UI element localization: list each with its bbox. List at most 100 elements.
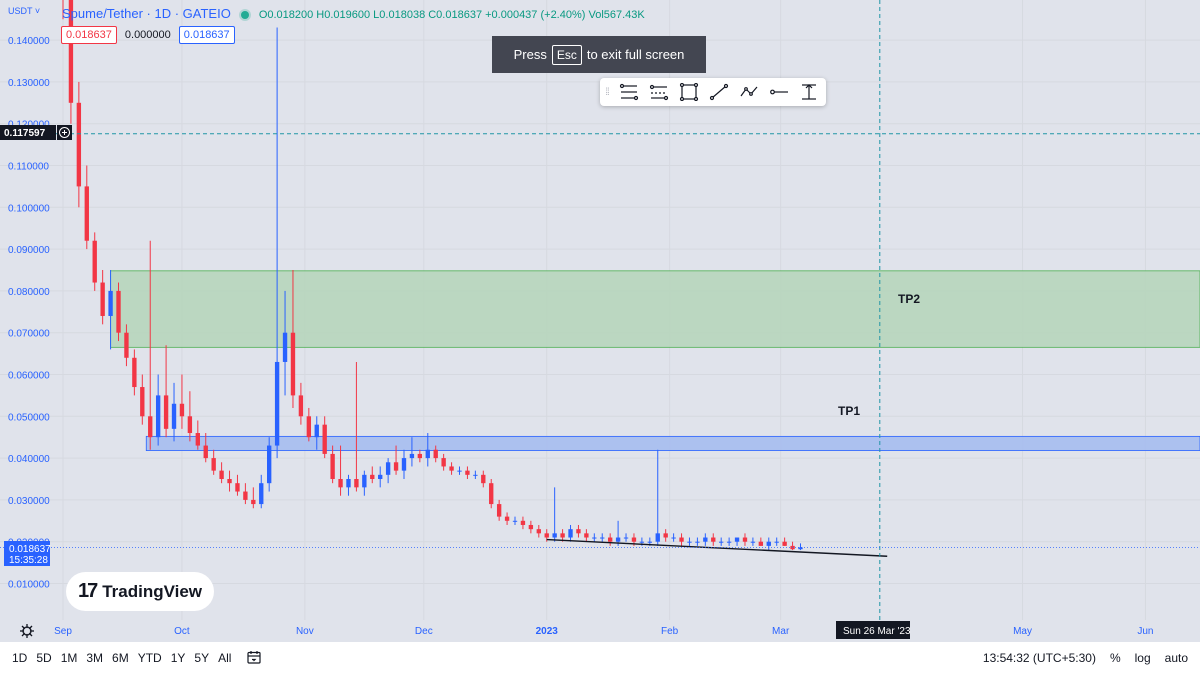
candle xyxy=(425,433,430,467)
drag-handle-icon[interactable]: ⁞⁞ xyxy=(605,86,610,98)
candle-body xyxy=(171,403,177,429)
candle xyxy=(615,520,621,546)
candle xyxy=(243,483,248,505)
candle-body xyxy=(92,240,97,283)
candle-body xyxy=(148,416,153,438)
crosshair-price-label-bg xyxy=(0,125,56,140)
candle-body xyxy=(584,533,589,538)
rectangle-icon[interactable] xyxy=(674,78,704,106)
last-price-label: 0.018637 xyxy=(9,544,51,555)
market-open-icon xyxy=(240,10,249,19)
candle xyxy=(449,462,454,475)
candle xyxy=(385,458,391,484)
auto-scale-toggle[interactable]: auto xyxy=(1164,651,1188,665)
candle-body xyxy=(259,483,264,505)
period-button-5d[interactable]: 5D xyxy=(36,651,52,665)
candle xyxy=(774,537,779,546)
candle xyxy=(84,165,89,250)
last-price-label-bg xyxy=(4,541,50,566)
tradingview-logo[interactable]: 17 TradingView xyxy=(66,572,214,611)
chart-settings-icon[interactable] xyxy=(20,624,34,638)
time-tick-label: Oct xyxy=(174,626,190,637)
candle-body xyxy=(68,0,74,103)
candle-body xyxy=(132,357,137,388)
sell-price-button[interactable]: 0.018637 xyxy=(61,26,117,44)
period-button-1d[interactable]: 1D xyxy=(12,651,28,665)
tp1-label: TP1 xyxy=(838,404,860,418)
candle-body xyxy=(330,453,335,479)
candle xyxy=(782,537,787,546)
period-button-ytd[interactable]: YTD xyxy=(137,651,162,665)
timezone-clock[interactable]: 13:54:32 (UTC+5:30) xyxy=(982,651,1096,665)
candle-body xyxy=(600,537,605,539)
period-button-6m[interactable]: 6M xyxy=(112,651,129,665)
spread-value: 0.000000 xyxy=(124,29,171,41)
log-scale-toggle[interactable]: log xyxy=(1134,651,1151,665)
candle xyxy=(378,466,383,488)
period-button-1y[interactable]: 1Y xyxy=(170,651,186,665)
quote-buttons: 0.018637 0.000000 0.018637 xyxy=(61,26,239,44)
candle-body xyxy=(774,541,779,543)
candle xyxy=(671,533,676,542)
candle-body xyxy=(766,541,771,546)
buy-price-button[interactable]: 0.018637 xyxy=(178,26,235,44)
period-button-1m[interactable]: 1M xyxy=(60,651,78,665)
candle xyxy=(259,474,264,509)
candle-body xyxy=(457,470,462,472)
candles[interactable] xyxy=(61,0,803,551)
candle-body xyxy=(251,499,256,505)
candle xyxy=(758,537,764,546)
period-button-all[interactable]: All xyxy=(218,651,232,665)
candle xyxy=(687,537,692,546)
trend-line-icon[interactable] xyxy=(704,78,734,106)
candle xyxy=(274,27,280,459)
price-tick-label: 0.080000 xyxy=(8,287,50,298)
symbol-title[interactable]: Spume/Tether · 1D · GATEIO xyxy=(62,6,231,21)
candle xyxy=(726,537,732,546)
candle-body xyxy=(663,533,668,538)
candle xyxy=(62,0,64,20)
candle-body xyxy=(235,483,240,492)
candle-body xyxy=(560,533,565,538)
period-button-3m[interactable]: 3M xyxy=(86,651,104,665)
bottom-right-controls: 13:54:32 (UTC+5:30) % log auto xyxy=(983,651,1188,665)
parallel-channel-icon[interactable] xyxy=(644,78,674,106)
candle-body xyxy=(211,458,216,471)
price-tick-label: 0.090000 xyxy=(8,245,50,256)
add-alert-icon[interactable] xyxy=(57,125,72,140)
candle xyxy=(750,537,756,546)
drawings[interactable] xyxy=(0,0,1200,620)
candle-body xyxy=(782,541,787,546)
candle xyxy=(742,533,748,546)
candle-body xyxy=(393,462,399,471)
candle-body xyxy=(687,541,692,543)
time-tick-label: Sep xyxy=(54,626,72,637)
notice-prefix: Press xyxy=(513,47,547,62)
candle xyxy=(116,282,121,342)
candle-body xyxy=(187,416,193,434)
candle-body xyxy=(385,462,391,475)
support-trendline xyxy=(546,538,888,557)
path-icon[interactable] xyxy=(734,78,764,106)
candle xyxy=(401,449,407,479)
chart-canvas[interactable]: 0.1400000.1300000.1200000.1100000.100000… xyxy=(0,0,1200,641)
candle-body xyxy=(370,474,375,479)
currency-selector[interactable]: USDT ˅ xyxy=(8,6,41,16)
fib-retracement-icon[interactable] xyxy=(614,78,644,106)
go-to-date-icon[interactable] xyxy=(247,650,261,667)
crosshair-date-label: Sun 26 Mar '23 xyxy=(843,626,911,637)
candle xyxy=(623,533,629,542)
candle-body xyxy=(719,541,724,543)
percent-scale-toggle[interactable]: % xyxy=(1109,651,1121,665)
period-button-5y[interactable]: 5Y xyxy=(194,651,210,665)
candle xyxy=(266,437,272,492)
candle-body xyxy=(528,524,534,530)
candle-body xyxy=(306,416,312,438)
candle-body xyxy=(520,520,526,525)
horizontal-ray-icon[interactable] xyxy=(764,78,794,106)
period-buttons: 1D 5D 1M 3M 6M YTD 1Y 5Y All xyxy=(12,651,231,665)
candle xyxy=(346,474,351,496)
price-range-icon[interactable] xyxy=(794,78,824,106)
candle-body xyxy=(568,529,573,538)
candle-body xyxy=(679,537,684,542)
